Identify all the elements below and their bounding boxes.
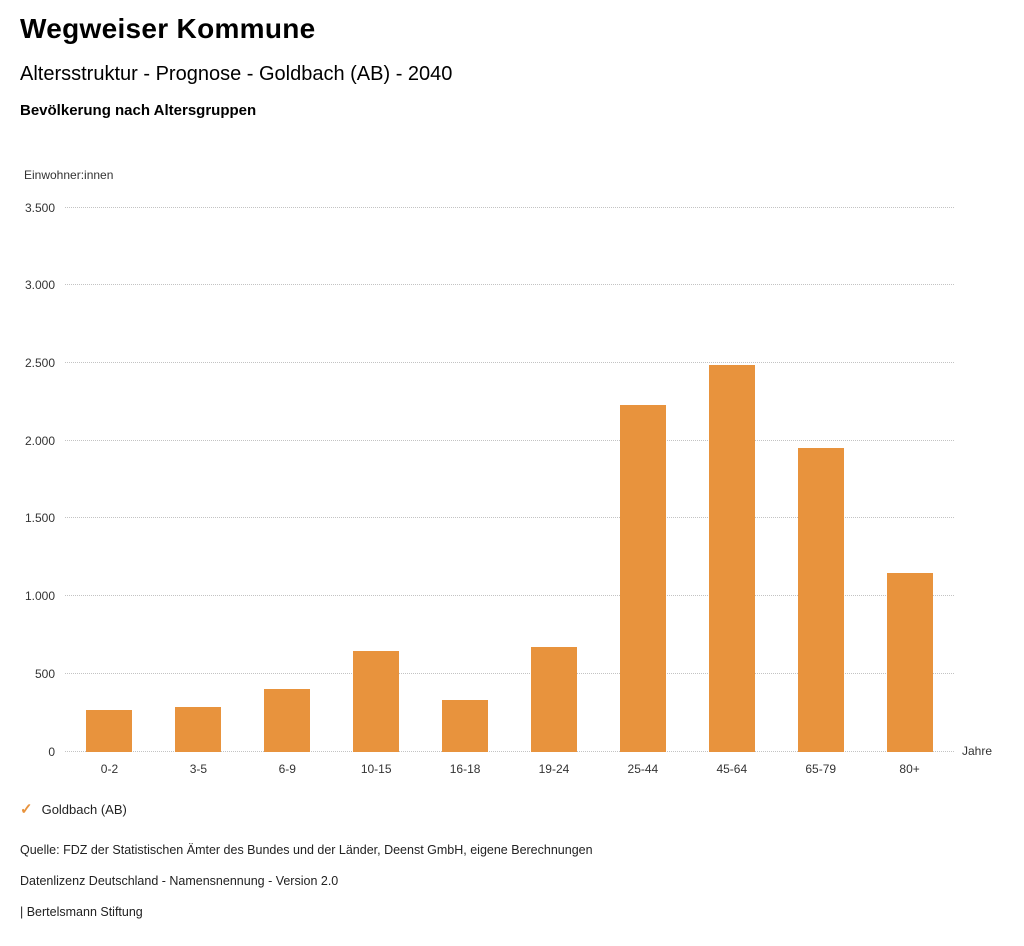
x-tick-label: 3-5 (189, 761, 208, 776)
footer: Quelle: FDZ der Statistischen Ämter des … (20, 843, 1004, 920)
source-text: Quelle: FDZ der Statistischen Ämter des … (20, 842, 593, 857)
bar-0-2[interactable] (86, 709, 133, 752)
x-axis-label: Jahre (962, 743, 993, 758)
x-tick-label: 80+ (899, 761, 920, 776)
bar-chart: Einwohner:innen Jahre 0 500 1.000 1.500 2.00… (20, 168, 1004, 776)
bar-slot (687, 208, 776, 752)
bar-slot (154, 208, 243, 752)
x-tick-label: 45-64 (716, 761, 748, 776)
y-tick-label: 2.000 (24, 433, 55, 448)
grid-line: 3.000 (25, 278, 954, 292)
bar-65-79[interactable] (797, 447, 844, 752)
attribution-text: | Bertelsmann Stiftung (20, 905, 143, 920)
x-tick-label: 25-44 (627, 761, 659, 776)
grid-line: 1.500 (25, 511, 954, 525)
x-tick-label: 0-2 (100, 761, 119, 776)
bar-slot (510, 208, 599, 752)
y-tick-label: 2.500 (24, 356, 55, 371)
y-tick-label: 3.500 (24, 200, 55, 215)
bar-slot (243, 208, 332, 752)
y-tick-label: 0 (48, 744, 55, 759)
plot-area: Jahre 0 500 1.000 1.500 2.000 2.500 3.000 3.500 (25, 201, 992, 759)
page-subtitle: Altersstruktur - Prognose - Goldbach (AB… (20, 62, 453, 85)
y-tick-label: 1.000 (24, 589, 55, 604)
y-tick-label: 500 (34, 666, 55, 681)
chart-heading: Bevölkerung nach Altersgruppen (20, 101, 257, 119)
legend-label: Goldbach (AB) (41, 801, 127, 817)
license-text: Datenlizenz Deutschland - Namensnennung … (20, 873, 339, 888)
x-tick-label: 65-79 (805, 761, 837, 776)
legend-check-icon: ✓ (20, 800, 33, 818)
legend-item-goldbach[interactable]: ✓ Goldbach (AB) (20, 802, 127, 817)
bar-16-18[interactable] (442, 700, 489, 752)
x-tick-label: 6-9 (278, 761, 296, 776)
bar-slot (332, 208, 421, 752)
bar-6-9[interactable] (264, 689, 311, 752)
y-tick-label: 3.000 (24, 278, 55, 293)
bar-19-24[interactable] (530, 647, 577, 752)
x-tick-label: 19-24 (538, 761, 570, 776)
bar-slot (65, 208, 154, 752)
bar-slot (421, 208, 510, 752)
bar-slot (598, 208, 687, 752)
grid-line: 0 (48, 745, 954, 759)
bar-3-5[interactable] (175, 706, 222, 752)
bar-45-64[interactable] (708, 364, 755, 752)
x-tick-label: 16-18 (449, 761, 481, 776)
y-axis-label: Einwohner:innen (24, 167, 114, 182)
bar-25-44[interactable] (619, 405, 666, 752)
grid-line: 3.500 (25, 201, 954, 215)
bar-slot (865, 208, 954, 752)
x-tick-label: 10-15 (360, 761, 392, 776)
bar-slot (776, 208, 865, 752)
grid-line: 2.000 (25, 434, 954, 448)
bar-10-15[interactable] (353, 650, 400, 752)
grid-line: 500 (35, 667, 954, 681)
x-axis-tick-labels: 0-2 3-5 6-9 10-15 16-18 19-24 25-44 45-64 65-79 8… (65, 762, 954, 776)
grid-line: 2.500 (25, 356, 954, 370)
y-tick-label: 1.500 (24, 511, 55, 526)
page-title: Wegweiser Kommune (20, 13, 316, 44)
grid-line: 1.000 (25, 589, 954, 603)
bars-container (65, 208, 954, 752)
bar-80+[interactable] (886, 572, 933, 752)
